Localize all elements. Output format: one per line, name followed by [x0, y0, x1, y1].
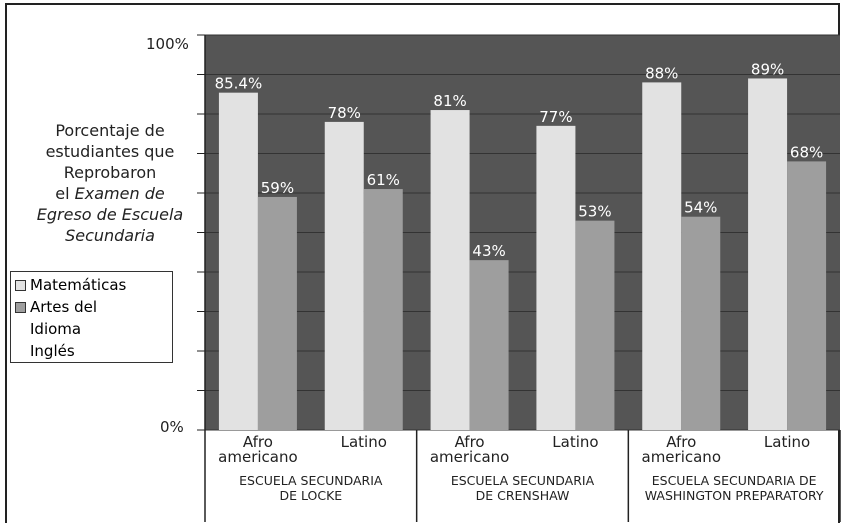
- lang-swatch-icon: [15, 302, 26, 313]
- x-tick-label: Afro: [455, 433, 485, 451]
- x-tick-label: americano: [642, 448, 722, 466]
- bar-lang: [257, 196, 297, 430]
- group-label: ESCUELA SECUNDARIA: [451, 473, 595, 488]
- data-label: 43%: [472, 242, 505, 260]
- bar-lang: [363, 189, 403, 430]
- legend-label-lang: Artes del Idioma Inglés: [30, 296, 97, 362]
- group-label: ESCUELA SECUNDARIA DE: [652, 473, 817, 488]
- data-label: 78%: [328, 104, 361, 122]
- math-swatch-icon: [15, 280, 26, 291]
- data-label: 68%: [790, 143, 823, 161]
- y-tick-bottom: 0%: [160, 418, 184, 436]
- data-label: 89%: [751, 60, 784, 78]
- legend-label-lang-line: Idioma: [30, 320, 82, 338]
- group-label: DE LOCKE: [279, 488, 342, 503]
- legend-label-lang-line: Artes del: [30, 298, 98, 316]
- bar-math: [536, 125, 576, 430]
- data-label: 81%: [433, 92, 466, 110]
- bar-lang: [469, 260, 509, 430]
- x-tick-label: Afro: [666, 433, 696, 451]
- legend-item-lang: Artes del Idioma Inglés: [15, 296, 168, 362]
- y-axis-label-emphasis: Examen de: [74, 184, 165, 203]
- y-axis-label-line: Egreso de Escuela: [36, 205, 184, 224]
- group-label: DE CRENSHAW: [476, 488, 570, 503]
- legend-item-math: Matemáticas: [15, 274, 168, 296]
- data-label: 61%: [367, 171, 400, 189]
- x-tick-label: Afro: [243, 433, 273, 451]
- group-label: ESCUELA SECUNDARIA: [239, 473, 383, 488]
- bar-lang: [575, 220, 615, 430]
- bar-math: [430, 110, 470, 431]
- bar-math: [324, 121, 364, 431]
- data-label: 59%: [261, 179, 294, 197]
- y-axis-label: Porcentaje de estudiantes que Reprobaron…: [22, 120, 198, 246]
- data-label: 54%: [684, 199, 717, 217]
- x-tick-label: Latino: [341, 433, 387, 451]
- data-label: 53%: [578, 203, 611, 221]
- bar-lang: [787, 161, 827, 430]
- y-tick-top: 100%: [146, 35, 189, 53]
- data-label: 85.4%: [215, 75, 263, 93]
- legend-label-math: Matemáticas: [30, 276, 127, 294]
- bar-math: [218, 92, 258, 431]
- data-label: 77%: [539, 108, 572, 126]
- y-axis-label-line: Porcentaje de: [55, 121, 165, 140]
- x-tick-label: Latino: [552, 433, 598, 451]
- bar-math: [642, 82, 682, 431]
- x-tick-label: americano: [430, 448, 510, 466]
- y-axis-label-prefix: el: [55, 184, 75, 203]
- data-label: 88%: [645, 64, 678, 82]
- legend-label-lang-line: Inglés: [30, 342, 75, 360]
- legend: Matemáticas Artes del Idioma Inglés: [10, 271, 173, 363]
- bar-math: [748, 78, 788, 430]
- group-label: WASHINGTON PREPARATORY: [645, 488, 824, 503]
- y-axis-label-line: estudiantes que: [45, 142, 175, 161]
- bar-lang: [681, 216, 721, 430]
- y-axis-label-line: el Examen de: [22, 183, 198, 204]
- x-tick-label: Latino: [764, 433, 810, 451]
- y-axis-label-line: Reprobaron: [63, 163, 157, 182]
- x-tick-label: americano: [218, 448, 298, 466]
- y-axis-label-line: Secundaria: [65, 226, 155, 245]
